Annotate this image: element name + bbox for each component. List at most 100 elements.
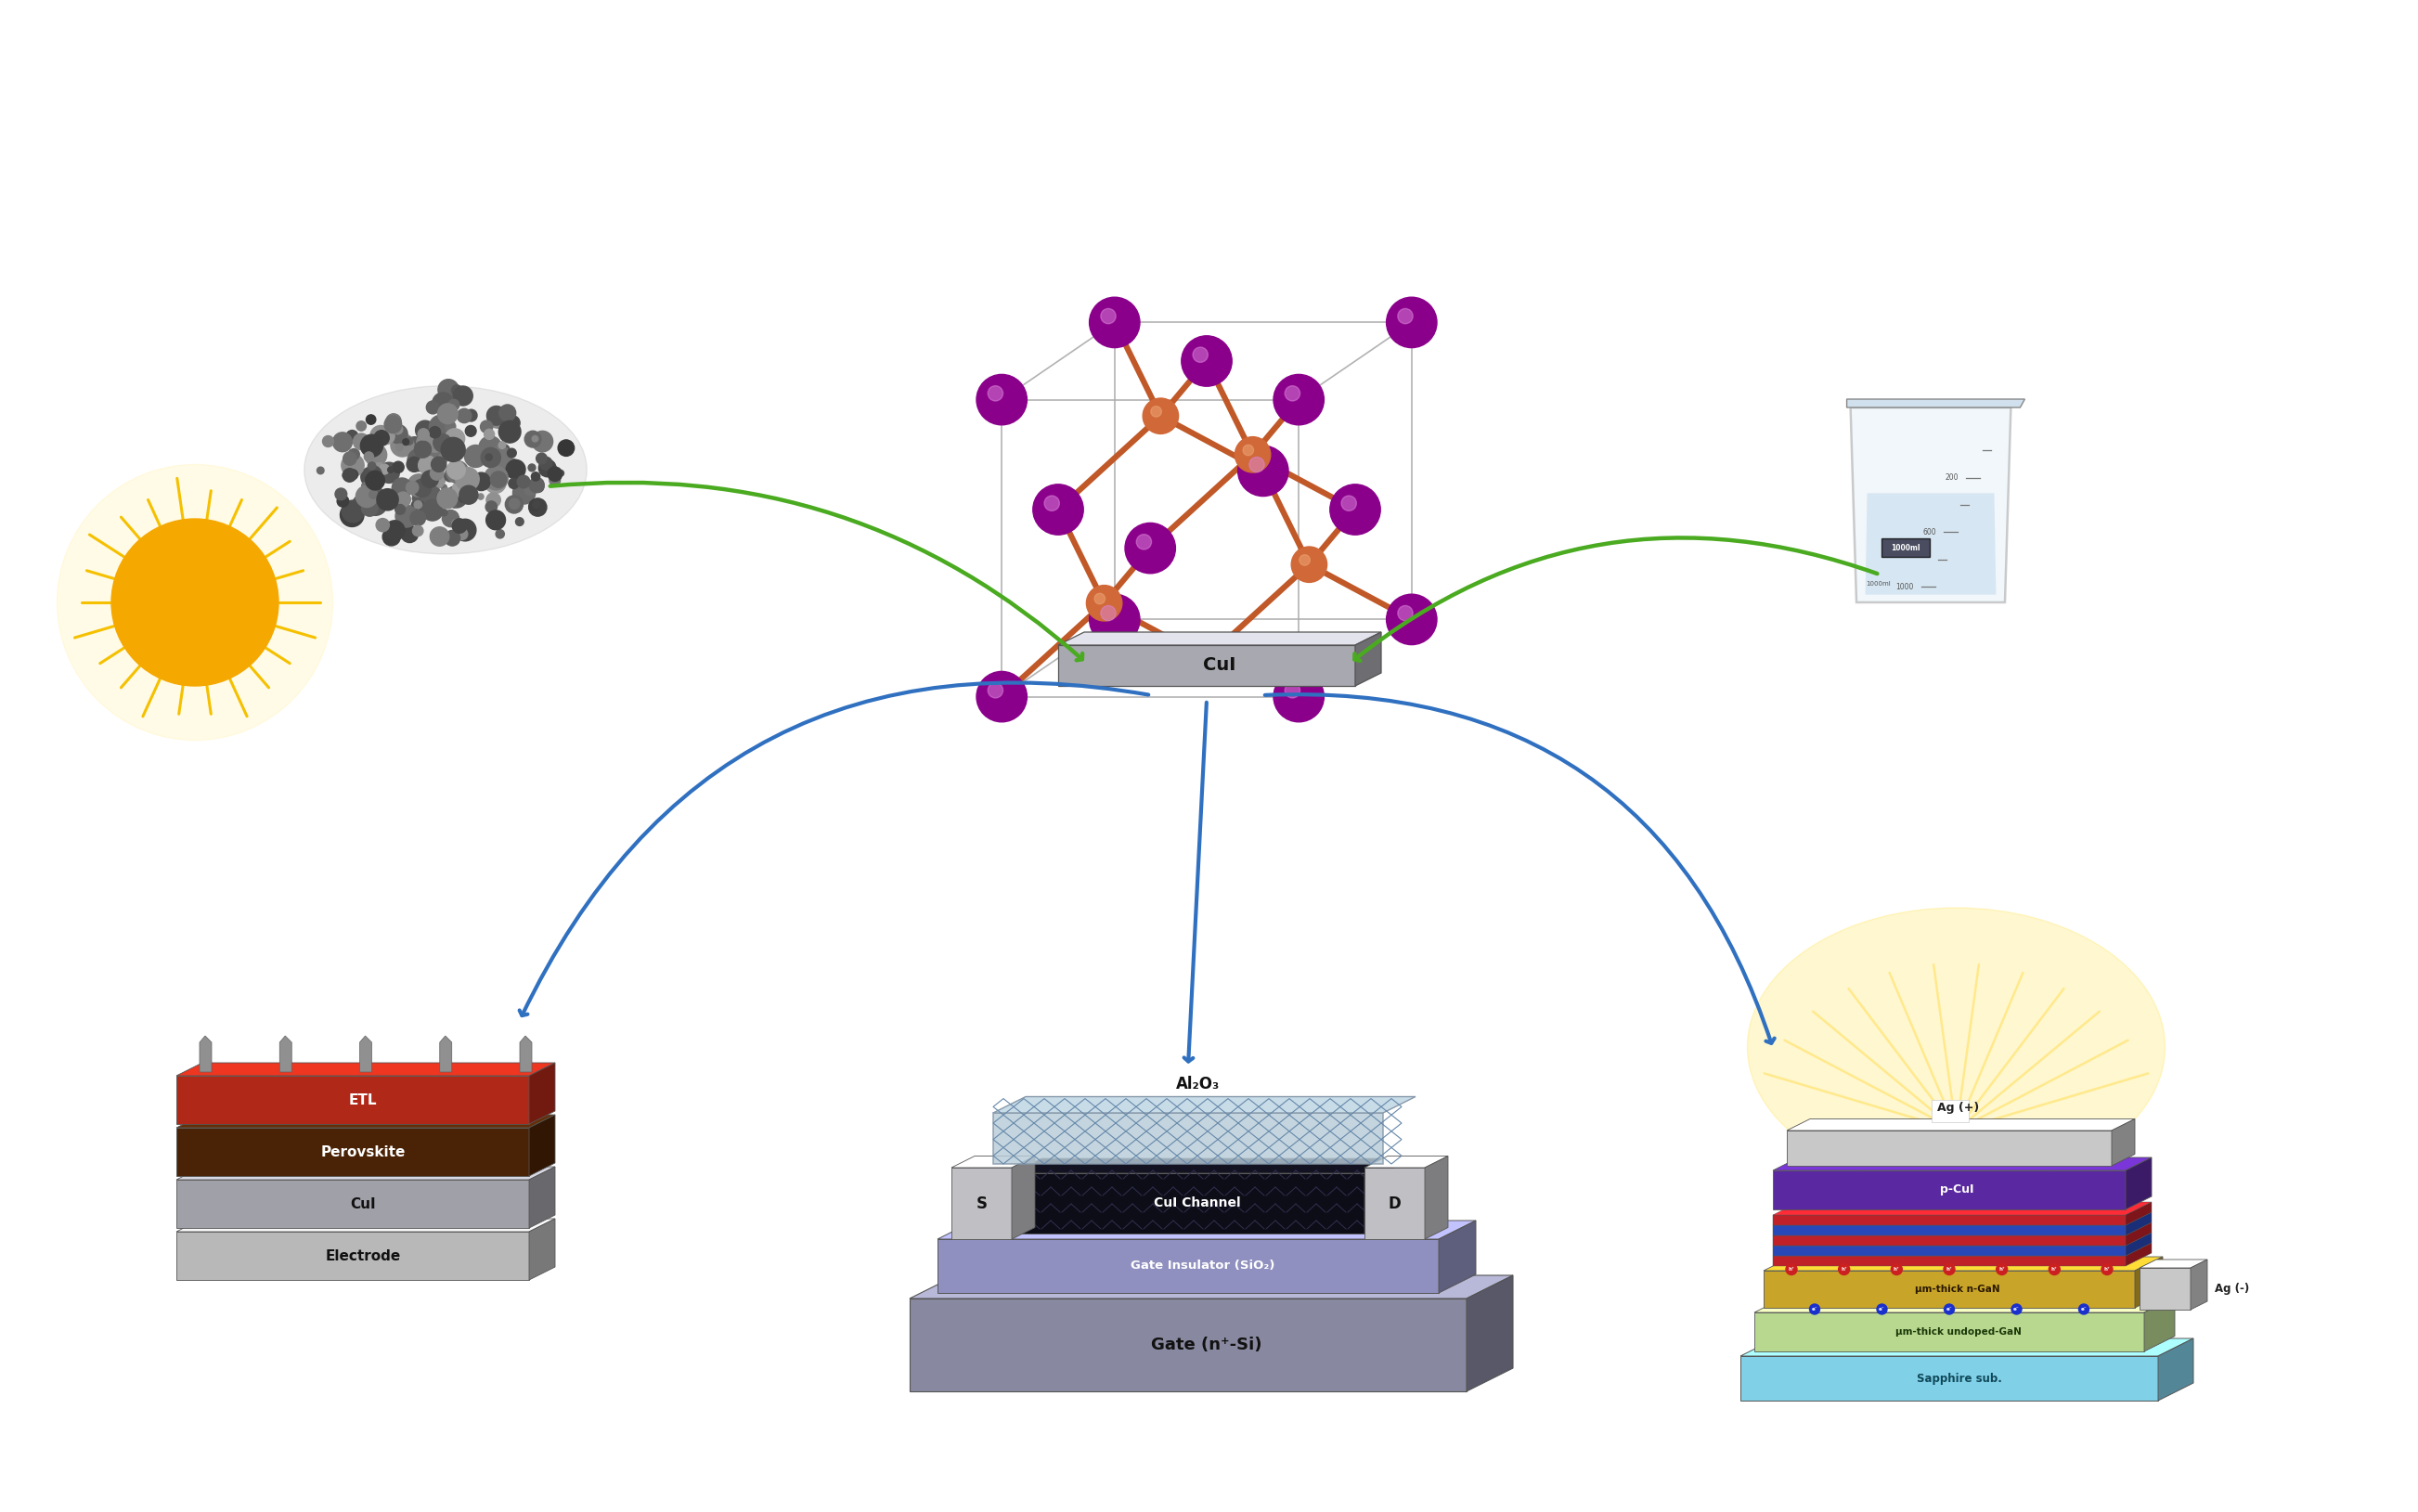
Text: Ag (-): Ag (-): [2215, 1282, 2249, 1294]
Circle shape: [341, 500, 365, 523]
Circle shape: [428, 414, 452, 438]
Circle shape: [488, 407, 508, 428]
Circle shape: [1182, 634, 1231, 683]
Circle shape: [530, 478, 544, 493]
Circle shape: [1274, 375, 1325, 425]
Circle shape: [539, 457, 551, 470]
Circle shape: [2012, 1303, 2021, 1314]
Circle shape: [484, 466, 508, 490]
Circle shape: [989, 683, 1003, 699]
Circle shape: [1891, 1264, 1903, 1275]
Polygon shape: [177, 1075, 530, 1123]
Text: h⁺: h⁺: [1840, 1267, 1847, 1272]
Circle shape: [537, 454, 546, 464]
Circle shape: [452, 519, 467, 534]
Circle shape: [1086, 585, 1122, 621]
Circle shape: [452, 386, 472, 405]
Circle shape: [384, 520, 404, 540]
Circle shape: [418, 457, 438, 475]
Circle shape: [430, 426, 440, 438]
Circle shape: [977, 375, 1028, 425]
Polygon shape: [2111, 1119, 2135, 1166]
Circle shape: [1997, 1264, 2007, 1275]
Text: h⁺: h⁺: [1789, 1267, 1794, 1272]
Circle shape: [334, 432, 353, 452]
Circle shape: [1284, 386, 1301, 401]
Polygon shape: [1847, 399, 2024, 407]
Circle shape: [341, 503, 365, 526]
Circle shape: [426, 434, 445, 452]
Circle shape: [457, 408, 472, 423]
Circle shape: [447, 399, 459, 410]
Circle shape: [1136, 534, 1151, 549]
Circle shape: [343, 452, 355, 466]
Circle shape: [1944, 1303, 1954, 1314]
Circle shape: [1091, 594, 1139, 644]
Polygon shape: [440, 1036, 452, 1072]
FancyBboxPatch shape: [1932, 1099, 1968, 1122]
Text: Perovskite: Perovskite: [322, 1145, 406, 1158]
Circle shape: [387, 467, 394, 473]
Circle shape: [510, 463, 522, 476]
Circle shape: [380, 429, 394, 445]
Circle shape: [406, 437, 413, 445]
Circle shape: [435, 448, 450, 463]
Circle shape: [1124, 523, 1175, 573]
Circle shape: [1100, 606, 1115, 621]
Circle shape: [1238, 446, 1289, 496]
Circle shape: [1284, 683, 1301, 699]
Circle shape: [2079, 1303, 2089, 1314]
Circle shape: [1330, 484, 1381, 535]
Circle shape: [532, 472, 539, 481]
Circle shape: [438, 454, 447, 463]
Polygon shape: [950, 1157, 1035, 1167]
Circle shape: [426, 435, 438, 449]
Circle shape: [488, 446, 510, 469]
Circle shape: [472, 473, 491, 490]
Text: h⁺: h⁺: [2050, 1267, 2058, 1272]
Circle shape: [517, 475, 530, 488]
Circle shape: [1386, 594, 1436, 644]
Text: 600: 600: [1922, 528, 1937, 537]
Circle shape: [394, 425, 404, 434]
Circle shape: [397, 491, 411, 507]
Circle shape: [355, 485, 377, 508]
Polygon shape: [1763, 1256, 2162, 1270]
Circle shape: [365, 470, 384, 490]
Circle shape: [498, 420, 520, 443]
Circle shape: [426, 401, 440, 414]
Circle shape: [438, 429, 457, 451]
Circle shape: [375, 431, 389, 446]
Circle shape: [1151, 407, 1161, 417]
Circle shape: [409, 449, 430, 472]
Polygon shape: [1772, 1256, 2125, 1266]
Polygon shape: [1787, 1131, 2111, 1166]
Circle shape: [413, 526, 423, 537]
Circle shape: [452, 386, 462, 396]
Circle shape: [525, 431, 542, 448]
Circle shape: [1144, 398, 1178, 434]
Circle shape: [452, 520, 459, 528]
Circle shape: [549, 463, 554, 469]
Polygon shape: [177, 1219, 556, 1232]
Circle shape: [411, 510, 426, 526]
Circle shape: [481, 448, 501, 467]
Circle shape: [365, 466, 382, 482]
Ellipse shape: [1748, 907, 2164, 1187]
Circle shape: [455, 467, 479, 491]
Text: 1000ml: 1000ml: [1867, 581, 1891, 587]
Circle shape: [341, 454, 365, 476]
Circle shape: [368, 463, 375, 470]
Circle shape: [527, 464, 534, 472]
Polygon shape: [1741, 1356, 2159, 1400]
Circle shape: [508, 478, 520, 488]
Circle shape: [397, 490, 404, 497]
Text: 1000ml: 1000ml: [1891, 544, 1920, 552]
Circle shape: [353, 494, 372, 514]
Circle shape: [433, 423, 440, 429]
Circle shape: [382, 528, 401, 546]
Circle shape: [411, 499, 426, 513]
Polygon shape: [1741, 1338, 2193, 1356]
Polygon shape: [1059, 632, 1381, 646]
Polygon shape: [1011, 1158, 1395, 1173]
